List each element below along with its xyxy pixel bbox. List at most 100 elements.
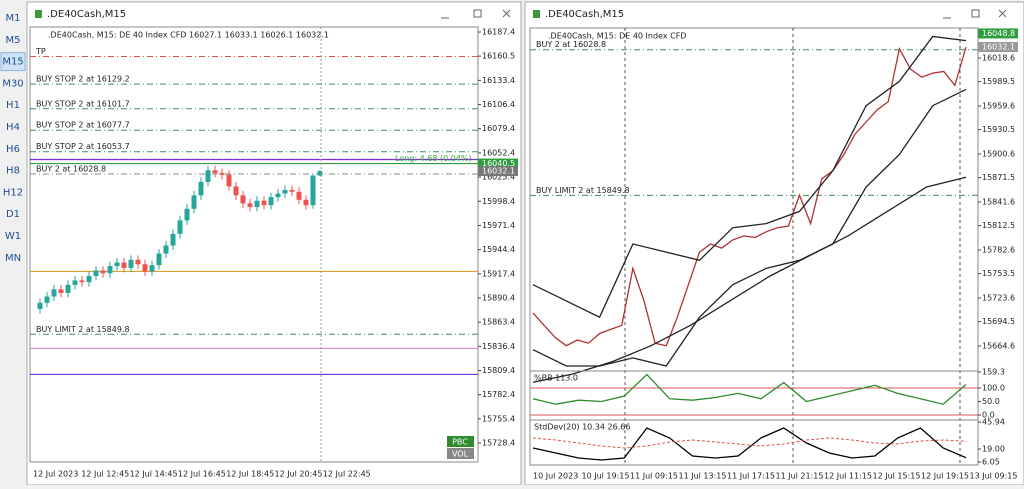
y-tick-label: 15664.6: [982, 342, 1015, 351]
candle-body: [142, 264, 148, 272]
y-tick-label: 15917.4: [482, 269, 515, 278]
indicator-button-label: PBC: [452, 438, 468, 447]
window-controls[interactable]: [441, 9, 1007, 19]
x-tick-label: 12 Jul 20:45: [275, 470, 323, 479]
candle-body: [247, 203, 253, 207]
timeframe-button[interactable]: H4: [6, 122, 20, 133]
y-tick-label: 50.0: [982, 397, 1000, 406]
y-tick-label: 15755.4: [482, 414, 515, 423]
x-tick-label: 11 Jul 09:15: [630, 472, 678, 481]
timeframe-button[interactable]: W1: [5, 231, 21, 242]
candle-body: [149, 265, 155, 272]
x-tick-label: 12 Jul 19:15: [921, 472, 969, 481]
timeframe-button[interactable]: MN: [5, 253, 21, 264]
candle-body: [226, 174, 232, 187]
y-tick-label: 159.3: [982, 367, 1005, 376]
y-tick-label: 15863.4: [482, 318, 515, 327]
candle-body: [121, 262, 127, 268]
candle-body: [289, 189, 295, 192]
order-label: BUY STOP 2 at 16101.7: [36, 99, 130, 108]
timeframe-button[interactable]: M15: [2, 57, 23, 68]
y-tick-label: 16079.4: [482, 124, 515, 133]
x-tick-label: 10 Jul 19:15: [582, 472, 630, 481]
series-line: [532, 88, 967, 367]
indicator-button-label: VOL: [452, 450, 469, 459]
order-label: TP: [35, 47, 46, 56]
y-tick-label: 15944.4: [482, 245, 515, 254]
timeframe-button[interactable]: H12: [3, 187, 23, 198]
candle-body: [205, 170, 211, 182]
y-tick-label: 15694.5: [982, 317, 1015, 326]
series-line: [532, 373, 967, 405]
window-title: .DE40Cash,M15: [545, 9, 624, 20]
x-tick-label: 12 Jul 16:45: [178, 470, 226, 479]
candle-body: [37, 302, 43, 310]
price-tag-label: 16048.8: [982, 29, 1015, 38]
y-tick-label: 16025.4: [482, 173, 515, 182]
y-tick-label: 16133.4: [482, 76, 515, 85]
price-tag: [478, 158, 518, 169]
candle-body: [79, 280, 85, 283]
y-tick-label: 15723.6: [982, 294, 1015, 303]
y-tick-label: 16106.4: [482, 100, 515, 109]
indicator-button[interactable]: [447, 436, 474, 447]
series-line: [532, 427, 967, 461]
candle-body: [128, 259, 134, 268]
candle-body: [212, 170, 218, 173]
timeframe-button[interactable]: H1: [6, 100, 20, 111]
series-line: [532, 437, 967, 449]
timeframe-button[interactable]: D1: [6, 209, 20, 220]
timeframe-button[interactable]: M30: [2, 78, 23, 89]
timeframe-button[interactable]: H8: [6, 166, 20, 177]
candle-body: [268, 197, 274, 206]
candle-body: [170, 233, 176, 246]
candle-body: [100, 270, 106, 274]
y-tick-label: 15998.4: [482, 197, 515, 206]
candle-body: [44, 296, 50, 303]
y-tick-label: 15841.6: [982, 198, 1015, 207]
order-label: BUY STOP 2 at 16129.2: [36, 75, 130, 84]
x-tick-label: 12 Jul 12:45: [81, 470, 129, 479]
timeframe-button[interactable]: M1: [6, 13, 21, 24]
order-label: BUY STOP 2 at 16077.7: [36, 121, 130, 130]
x-tick-label: 12 Jul 22:45: [323, 470, 371, 479]
x-tick-label: 12 Jul 11:15: [824, 472, 872, 481]
x-tick-label: 12 Jul 15:15: [873, 472, 921, 481]
x-tick-label: 13 Jul 09:15: [970, 472, 1018, 481]
candle-body: [198, 181, 204, 196]
candle-body: [114, 262, 120, 267]
price-tag: [478, 166, 518, 177]
price-tag-label: 16032.1: [482, 167, 515, 176]
y-tick-label: 45.94: [982, 418, 1005, 427]
y-tick-label: 15809.4: [482, 366, 515, 375]
x-tick-label: 12 Jul 14:45: [130, 470, 178, 479]
candle-body: [86, 275, 92, 283]
y-tick-label: 15900.6: [982, 150, 1015, 159]
window-icon: [533, 10, 540, 18]
candle-body: [51, 289, 57, 297]
candle-body: [275, 193, 281, 198]
indicator-button[interactable]: [447, 448, 474, 459]
candle-body: [240, 195, 246, 204]
candle-body: [177, 220, 183, 234]
x-tick-label: 11 Jul 13:15: [679, 472, 727, 481]
candle-body: [184, 208, 190, 221]
y-tick-label: 6.05: [982, 457, 1000, 466]
window-icon: [35, 10, 42, 18]
timeframe-button[interactable]: H6: [6, 144, 20, 155]
candle-body: [303, 199, 309, 206]
timeframe-button[interactable]: M5: [6, 35, 21, 46]
candle-body: [58, 289, 64, 293]
x-tick-label: 11 Jul 21:15: [776, 472, 824, 481]
y-tick-label: 15782.6: [982, 246, 1015, 255]
indicator-label: %BB 113.0: [534, 374, 578, 383]
y-tick-label: 19.00: [982, 445, 1005, 454]
order-label: BUY STOP 2 at 16053.7: [36, 142, 130, 151]
y-tick-label: 15812.5: [982, 221, 1015, 230]
symbol-info: .DE40Cash, M15: DE 40 Index CFD: [548, 32, 686, 41]
price-tag: [978, 28, 1018, 39]
y-tick-label: 15971.4: [482, 221, 515, 230]
candle-body: [254, 200, 260, 207]
y-tick-label: 15871.5: [982, 173, 1015, 182]
